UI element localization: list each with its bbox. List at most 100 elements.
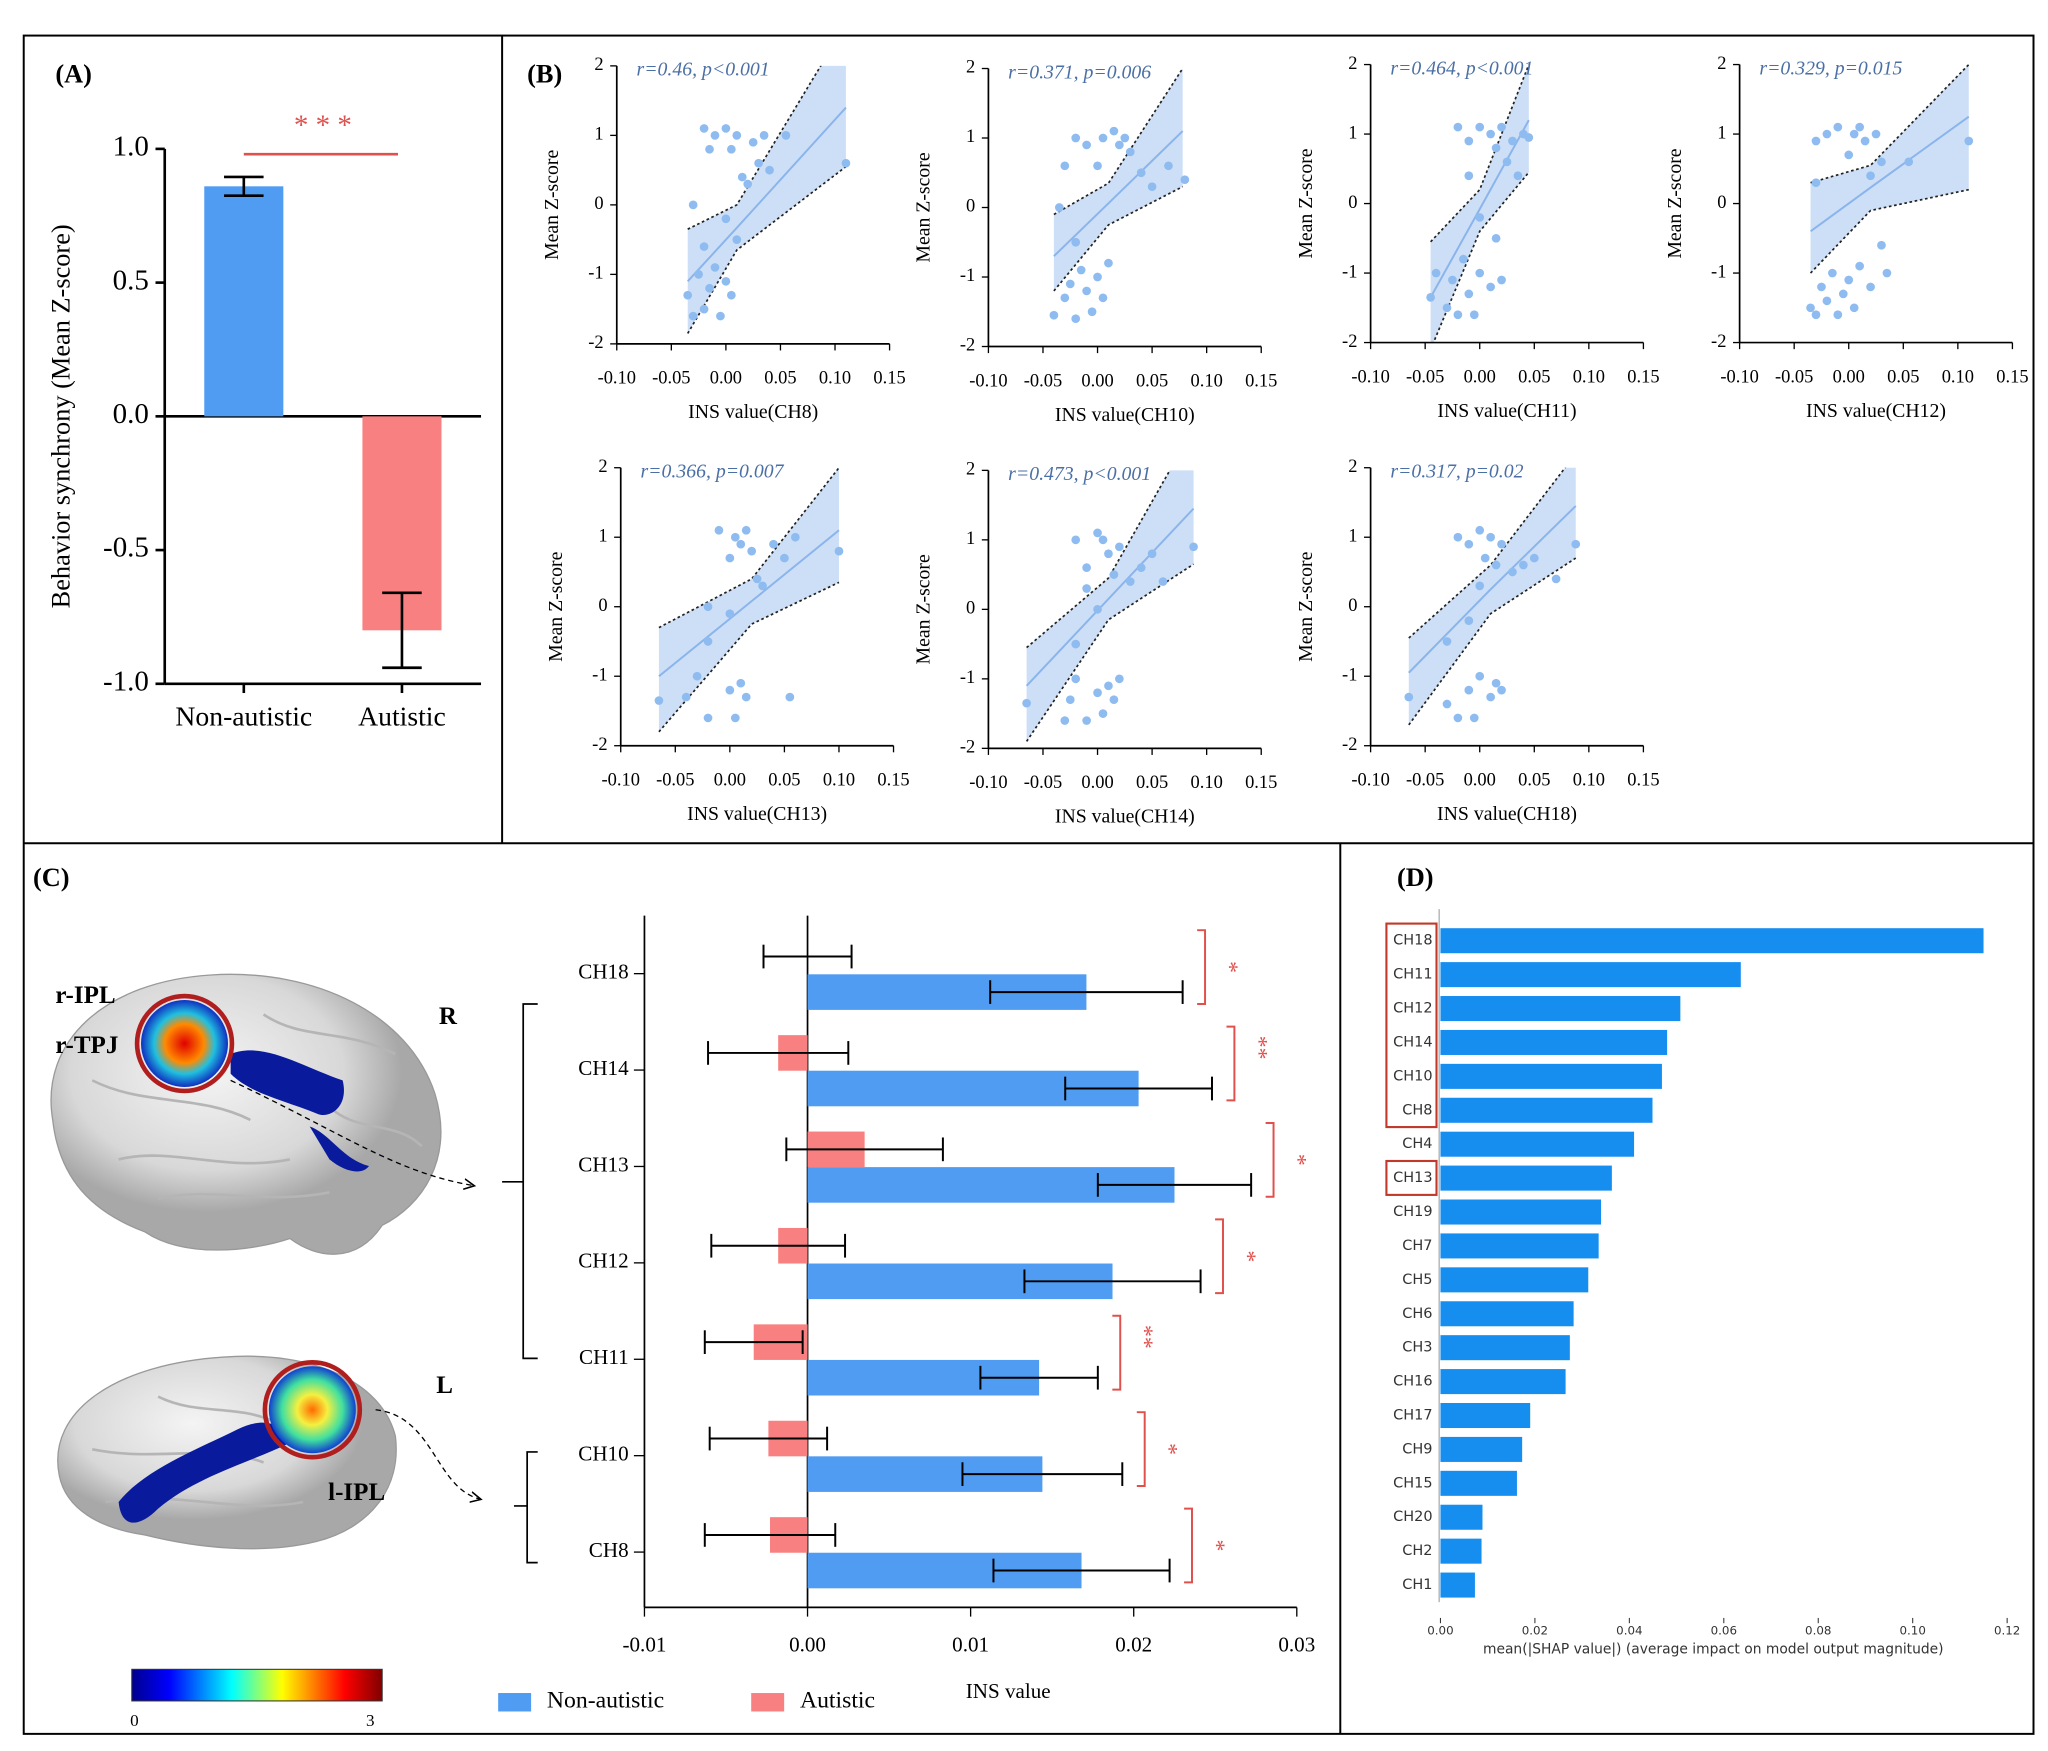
x-tick-label: 0.12	[1994, 1624, 2020, 1638]
point	[1120, 133, 1130, 143]
bar	[1440, 1538, 1482, 1564]
point	[1109, 570, 1119, 579]
point	[699, 304, 709, 314]
y-tick-label: -1	[1711, 261, 1726, 281]
x-axis-label: INS value(CH11)	[1437, 400, 1576, 422]
point	[725, 609, 735, 619]
y-tick-label: 1	[598, 525, 607, 545]
plot-area	[1806, 64, 1974, 320]
confidence-band	[1810, 64, 1969, 274]
y-tick-label: -2	[1342, 734, 1357, 754]
point	[737, 172, 747, 182]
x-tick-label: -0.05	[1406, 366, 1444, 386]
legend-swatch	[751, 1693, 785, 1712]
point	[1844, 150, 1854, 160]
x-tick-label: 0.05	[768, 770, 800, 790]
point	[1828, 268, 1837, 278]
x-tick-label: 0.15	[1627, 770, 1659, 790]
activation	[230, 1050, 370, 1172]
point	[1093, 528, 1102, 538]
y-tick-label: CH2	[1402, 1543, 1432, 1559]
y-tick-label: CH13	[578, 1152, 628, 1176]
point	[710, 263, 720, 272]
x-tick-label: -0.10	[1351, 366, 1389, 386]
confidence-band	[687, 65, 846, 334]
panel-title: (A)	[55, 59, 92, 88]
point	[1475, 525, 1485, 535]
point	[1082, 286, 1091, 296]
significance-label: * * *	[294, 109, 352, 141]
point	[1469, 713, 1479, 723]
point	[1811, 136, 1821, 146]
y-tick-label: 0	[966, 598, 975, 618]
point	[781, 131, 791, 140]
point	[1125, 577, 1135, 586]
y-axis-label: Behavior synchrony (Mean Z-score)	[46, 224, 75, 608]
point	[1136, 168, 1146, 178]
x-tick-label: -0.05	[1775, 366, 1813, 386]
y-tick-label: 2	[1348, 53, 1357, 73]
legend-label: Autistic	[800, 1688, 875, 1714]
x-tick-label: 0.05	[1518, 366, 1550, 386]
y-tick-label: 1.0	[113, 131, 149, 163]
x-axis-label: INS value(CH14)	[1055, 806, 1195, 828]
activation	[268, 1366, 356, 1454]
correlation-label: r=0.317, p=0.02	[1390, 461, 1523, 483]
point	[1442, 699, 1452, 709]
point	[741, 525, 751, 535]
point	[1164, 161, 1173, 171]
point	[1060, 161, 1070, 171]
point	[834, 546, 844, 556]
point	[1464, 171, 1474, 181]
x-tick-label: 0.15	[1245, 370, 1277, 390]
point	[1082, 140, 1091, 150]
point	[1491, 143, 1501, 153]
x-tick-label: 0.10	[819, 368, 851, 388]
point	[1093, 688, 1102, 698]
x-tick-label: Non-autistic	[175, 701, 312, 732]
hemisphere-label: L	[436, 1372, 453, 1399]
x-tick-label: 0.00	[1464, 770, 1496, 790]
x-axis-label: INS value(CH10)	[1055, 404, 1195, 426]
y-tick-label: CH12	[1393, 1001, 1432, 1017]
correlation-label: r=0.329, p=0.015	[1759, 57, 1902, 79]
y-axis-label: Mean Z-score	[1295, 148, 1317, 258]
y-tick-label: 2	[966, 57, 975, 77]
point	[747, 546, 757, 556]
y-tick-label: -2	[588, 332, 603, 352]
y-tick-label: -2	[1342, 331, 1357, 351]
point	[1508, 136, 1517, 146]
arrow	[230, 1079, 475, 1185]
point	[1060, 293, 1070, 303]
confidence-band	[1430, 64, 1529, 343]
x-tick-label: -0.10	[1720, 366, 1758, 386]
point	[1464, 685, 1474, 695]
legend-label: Non-autistic	[547, 1688, 664, 1714]
point	[1497, 275, 1506, 285]
colorbar	[131, 1668, 383, 1702]
point	[1491, 233, 1501, 243]
point	[1464, 289, 1474, 299]
point	[1811, 178, 1821, 188]
x-tick-label: 0.00	[714, 770, 746, 790]
y-tick-label: 2	[1348, 456, 1357, 476]
point	[1136, 563, 1146, 573]
x-tick-label: -0.10	[969, 370, 1007, 390]
point	[1877, 240, 1886, 250]
point	[1098, 133, 1108, 143]
point	[703, 637, 713, 646]
point	[688, 311, 698, 321]
significance-label: *	[1203, 1540, 1229, 1552]
point	[1502, 157, 1512, 167]
point	[1964, 136, 1974, 146]
point	[841, 158, 851, 168]
y-tick-label: CH16	[1393, 1374, 1432, 1390]
point	[730, 713, 740, 723]
y-tick-label: CH10	[578, 1442, 628, 1466]
y-tick-label: CH7	[1402, 1238, 1432, 1254]
point	[1093, 605, 1102, 614]
point	[1475, 268, 1485, 278]
y-tick-label: CH18	[578, 960, 628, 984]
point	[1469, 310, 1479, 320]
